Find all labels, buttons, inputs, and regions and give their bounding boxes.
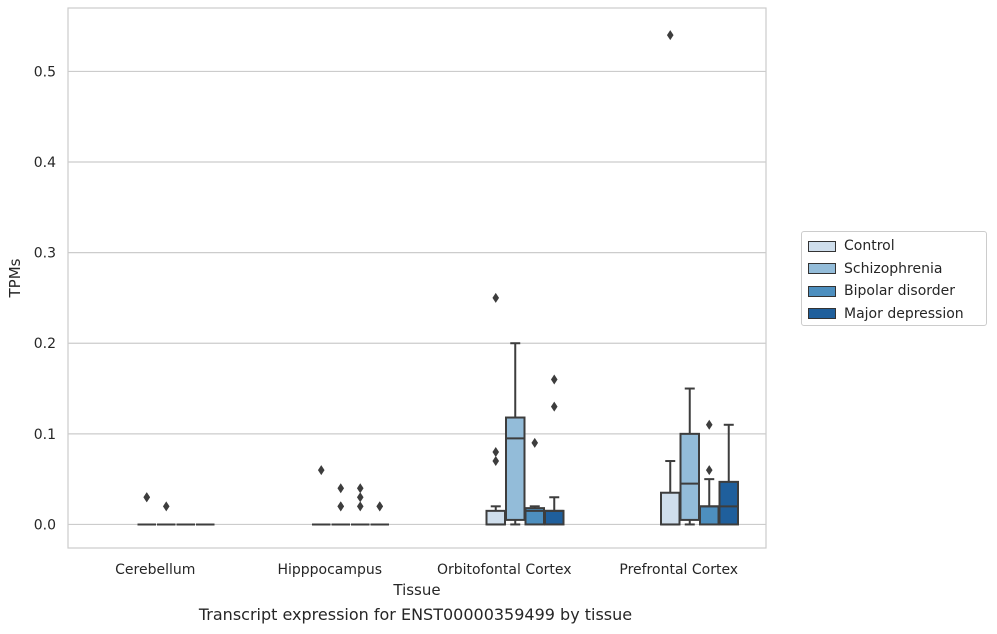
box-group [718,423,739,526]
outlier-point [376,501,384,512]
box-group [679,387,700,526]
box-group [351,483,370,526]
outlier-point [356,483,364,494]
legend-item: Control [808,235,980,258]
outlier-point [337,501,345,512]
legend-label: Major depression [844,305,964,322]
outlier-point [550,401,558,412]
outlier-point [492,456,500,467]
outlier-point [666,30,674,41]
box [699,505,720,526]
legend-label: Control [844,238,895,255]
legend-swatch [808,285,836,297]
box-group [485,292,506,526]
outlier-point [705,465,713,476]
y-tick-label: 0.2 [34,336,56,352]
x-tick-label: Orbitofontal Cortex [437,562,572,578]
outlier-point [317,465,325,476]
outlier-point [143,492,151,503]
x-tick-labels: Cerebellum Hipppocampus Orbitofontal Corte… [115,562,738,578]
box-group [370,501,389,526]
legend-item: Major depression [808,303,980,326]
box [544,509,565,526]
box-group [544,374,565,526]
legend-swatch [808,240,836,252]
outlier-point [531,437,539,448]
legend: Control Schizophrenia Bipolar disorder Majo… [801,231,987,326]
y-tick-label: 0.0 [34,517,56,533]
chart-caption: Transcript expression for ENST0000035949… [198,605,633,624]
box [660,491,681,526]
box [679,432,700,521]
x-axis-label: Tissue [392,581,440,599]
y-tick-label: 0.5 [34,64,56,80]
box [505,416,526,521]
outlier-point [162,501,170,512]
box [718,480,739,526]
box-group [137,492,156,526]
boxes-layer [137,30,739,526]
x-tick-label: Hipppocampus [277,562,382,578]
outlier-point [550,374,558,385]
y-tick-label: 0.4 [34,155,56,171]
outlier-point [492,446,500,457]
y-tick-labels: 0.0 0.1 0.2 0.3 0.4 0.5 [34,64,56,533]
outlier-point [356,501,364,512]
legend-swatch [808,263,836,275]
outlier-point [337,483,345,494]
legend-swatch [808,308,836,320]
box-group [312,465,331,526]
plot-area [67,7,767,549]
legend-item: Bipolar disorder [808,280,980,303]
outlier-point [492,292,500,303]
box-group [157,501,176,526]
legend-item: Schizophrenia [808,258,980,281]
legend-label: Bipolar disorder [844,283,956,300]
x-tick-label: Prefrontal Cortex [619,562,738,578]
box-group [660,30,681,526]
box-group [505,342,526,526]
box-group [699,419,720,526]
box-group [331,483,350,526]
legend-label: Schizophrenia [844,260,943,277]
outlier-point [705,419,713,430]
box [485,509,506,526]
x-tick-label: Cerebellum [115,562,195,578]
y-tick-label: 0.3 [34,246,56,262]
y-axis-label: TPMs [6,258,24,298]
outlier-point [356,492,364,503]
y-tick-label: 0.1 [34,427,56,443]
